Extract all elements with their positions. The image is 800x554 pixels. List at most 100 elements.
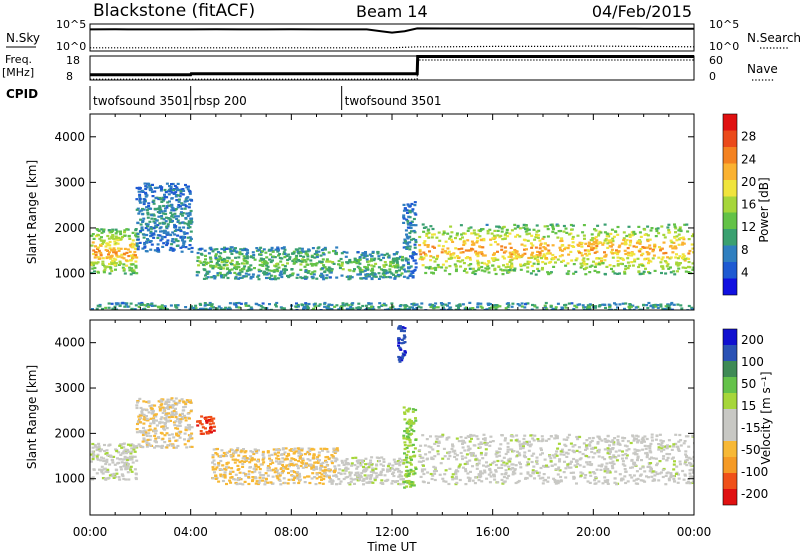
- heatmap-cell: [128, 455, 132, 458]
- heatmap-cell: [412, 422, 416, 425]
- heatmap-cell: [575, 482, 578, 485]
- heatmap-cell: [243, 256, 247, 259]
- heatmap-cell: [257, 449, 260, 452]
- heatmap-cell: [624, 457, 628, 460]
- heatmap-cell: [160, 200, 164, 203]
- heatmap-cell: [670, 308, 674, 310]
- heatmap-cell: [395, 262, 399, 265]
- heatmap-cell: [205, 430, 209, 434]
- heatmap-cell: [172, 413, 176, 416]
- heatmap-cell: [306, 250, 310, 253]
- heatmap-cell: [312, 303, 316, 306]
- heatmap-cell: [228, 248, 232, 251]
- heatmap-cell: [214, 477, 218, 480]
- heatmap-cell: [511, 435, 515, 438]
- heatmap-cell: [159, 399, 163, 402]
- heatmap-cell: [576, 462, 580, 465]
- heatmap-cell: [412, 455, 416, 458]
- heatmap-cell: [146, 213, 150, 216]
- heatmap-cell: [590, 239, 594, 242]
- heatmap-cell: [269, 462, 273, 466]
- heatmap-cell: [482, 239, 486, 242]
- heatmap-cell: [299, 276, 303, 279]
- heatmap-cell: [326, 455, 330, 459]
- heatmap-cell: [107, 253, 110, 256]
- heatmap-cell: [692, 233, 694, 236]
- heatmap-cell: [663, 260, 667, 263]
- heatmap-cell: [178, 414, 182, 417]
- heatmap-cell: [176, 206, 180, 209]
- heatmap-cell: [356, 251, 360, 254]
- heatmap-cell: [425, 232, 429, 235]
- heatmap-cell: [144, 195, 148, 198]
- heatmap-cell: [287, 471, 290, 475]
- heatmap-cell: [500, 227, 504, 230]
- heatmap-cell: [135, 431, 139, 434]
- heatmap-cell: [387, 256, 391, 259]
- heatmap-cell: [404, 259, 408, 262]
- heatmap-cell: [114, 258, 118, 261]
- heatmap-cell: [662, 455, 666, 458]
- heatmap-cell: [543, 242, 547, 245]
- heatmap-cell: [356, 260, 360, 263]
- heatmap-cell: [691, 247, 694, 250]
- heatmap-cell: [423, 243, 427, 247]
- heatmap-cell: [403, 474, 407, 477]
- heatmap-cell: [413, 246, 417, 249]
- heatmap-cell: [566, 436, 570, 439]
- heatmap-cell: [313, 263, 317, 266]
- heatmap-cell: [510, 253, 514, 256]
- heatmap-cell: [534, 236, 538, 239]
- heatmap-cell: [617, 250, 621, 253]
- heatmap-cell: [497, 451, 501, 454]
- heatmap-cell: [196, 259, 200, 262]
- heatmap-cell: [562, 453, 566, 456]
- heatmap-cell: [337, 471, 341, 474]
- heatmap-cell: [216, 251, 220, 254]
- heatmap-cell: [366, 462, 370, 465]
- heatmap-cell: [278, 460, 282, 463]
- heatmap-cell: [125, 452, 129, 455]
- heatmap-cell: [351, 478, 355, 481]
- heatmap-cell: [554, 307, 558, 310]
- heatmap-cell: [93, 444, 97, 447]
- heatmap-cell: [576, 243, 580, 246]
- heatmap-cell: [109, 266, 113, 269]
- heatmap-cell: [115, 450, 119, 453]
- heatmap-cell: [391, 261, 395, 264]
- heatmap-cell: [328, 267, 332, 270]
- heatmap-cell: [426, 244, 430, 247]
- heatmap-cell: [379, 471, 383, 474]
- heatmap-cell: [436, 306, 440, 309]
- heatmap-cell: [247, 304, 251, 307]
- heatmap-cell: [349, 306, 353, 309]
- heatmap-cell: [606, 246, 610, 249]
- heatmap-cell: [551, 224, 555, 228]
- heatmap-cell: [544, 248, 548, 251]
- heatmap-cell: [685, 464, 689, 467]
- heatmap-cell: [316, 456, 320, 459]
- heatmap-cell: [183, 438, 186, 441]
- heatmap-cell: [178, 424, 182, 427]
- heatmap-cell: [585, 444, 589, 447]
- heatmap-cell: [307, 447, 311, 450]
- heatmap-cell: [139, 223, 143, 226]
- heatmap-cell: [431, 474, 435, 477]
- heatmap-cell: [564, 264, 568, 267]
- heatmap-cell: [199, 252, 203, 255]
- heatmap-cell: [591, 247, 595, 250]
- heatmap-cell: [377, 272, 381, 275]
- heatmap-cell: [398, 461, 402, 464]
- heatmap-cell: [517, 440, 521, 443]
- heatmap-cell: [107, 237, 111, 240]
- heatmap-cell: [367, 260, 371, 263]
- heatmap-cell: [125, 467, 129, 470]
- heatmap-cell: [300, 260, 304, 263]
- heatmap-cell: [215, 307, 219, 310]
- heatmap-cell: [600, 257, 604, 260]
- heatmap-cell: [530, 264, 534, 268]
- heatmap-cell: [250, 307, 254, 310]
- heatmap-cell: [480, 269, 484, 272]
- heatmap-cell: [523, 244, 527, 247]
- heatmap-cell: [386, 470, 389, 473]
